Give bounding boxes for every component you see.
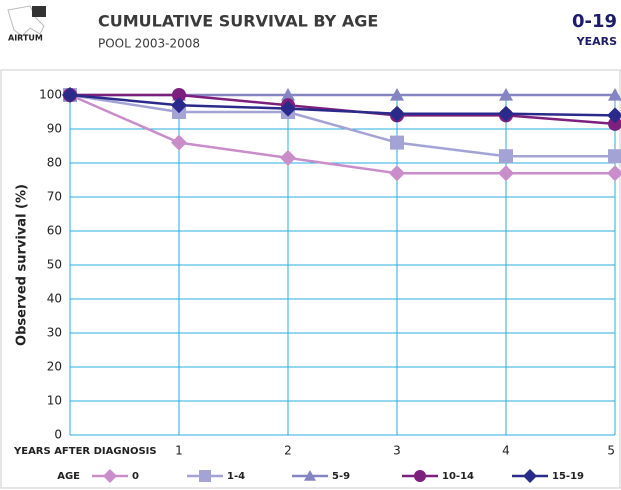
chart-title: CUMULATIVE SURVIVAL BY AGE xyxy=(98,12,378,31)
point xyxy=(389,165,405,182)
point xyxy=(390,135,404,150)
y-tick-label: 100 xyxy=(39,88,62,102)
legend-marker xyxy=(523,469,537,483)
x-axis-label: YEARS AFTER DIAGNOSIS xyxy=(13,446,157,457)
legend-label: 0 xyxy=(132,471,139,482)
legend-marker xyxy=(199,470,211,482)
point xyxy=(280,100,296,117)
point xyxy=(608,88,621,101)
y-tick-label: 10 xyxy=(47,394,62,408)
legend-marker xyxy=(103,469,117,483)
point xyxy=(607,107,621,124)
y-tick-label: 70 xyxy=(47,190,62,204)
y-tick-label: 60 xyxy=(47,224,62,238)
point xyxy=(171,97,187,114)
legend-label: 10-14 xyxy=(442,471,474,482)
y-axis-label: Observed survival (%) xyxy=(15,184,30,346)
legend-label: 5-9 xyxy=(332,471,350,482)
legend-marker xyxy=(304,470,316,481)
point xyxy=(608,149,621,164)
point xyxy=(499,149,513,164)
point xyxy=(62,87,78,103)
frame xyxy=(0,69,621,489)
point xyxy=(499,88,513,101)
point xyxy=(171,134,187,151)
badge: 0-19 xyxy=(572,11,617,32)
x-tick-label: 2 xyxy=(284,444,292,458)
y-tick-label: 0 xyxy=(54,428,62,442)
legend-label: 1-4 xyxy=(227,471,245,482)
chart-subtitle: POOL 2003-2008 xyxy=(98,37,200,51)
logo-text: AIRTUM xyxy=(8,34,43,43)
y-tick-label: 20 xyxy=(47,360,62,374)
point xyxy=(498,165,514,182)
y-tick-label: 80 xyxy=(47,156,62,170)
badge-unit: YEARS xyxy=(576,35,617,48)
logo-screen xyxy=(32,6,46,17)
x-tick-label: 5 xyxy=(607,444,615,458)
point xyxy=(389,105,405,122)
point xyxy=(281,88,295,101)
point xyxy=(280,149,296,166)
legend-label: 15-19 xyxy=(552,471,584,482)
x-tick-label: 3 xyxy=(393,444,401,458)
series-line xyxy=(69,93,615,175)
y-tick-label: 30 xyxy=(47,326,62,340)
x-tick-label: 1 xyxy=(175,444,183,458)
x-tick-label: 4 xyxy=(502,444,510,458)
point xyxy=(607,165,621,182)
point xyxy=(390,88,404,101)
point xyxy=(172,88,186,102)
series-line xyxy=(69,93,616,117)
y-tick-label: 50 xyxy=(47,258,62,272)
legend-marker xyxy=(414,470,426,482)
y-tick-label: 40 xyxy=(47,292,62,306)
legend-title: AGE xyxy=(57,471,80,482)
y-tick-label: 90 xyxy=(47,122,62,136)
point xyxy=(498,105,514,122)
logo: AIRTUM xyxy=(7,5,46,43)
series-line xyxy=(69,93,615,158)
plot-area xyxy=(70,90,615,435)
